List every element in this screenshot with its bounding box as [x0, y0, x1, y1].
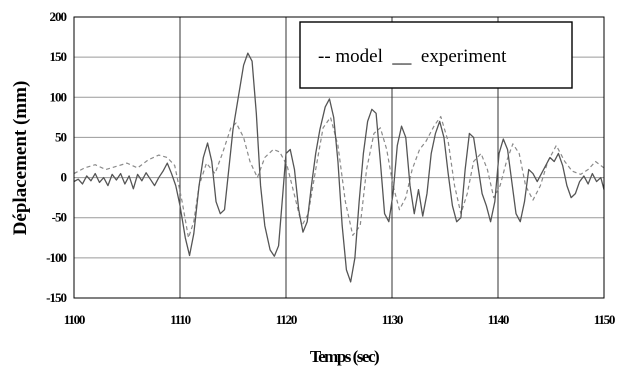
- y-tick-label: -100: [46, 250, 66, 265]
- y-tick-label: 150: [50, 49, 67, 64]
- legend-box: [299, 21, 573, 89]
- y-axis-label: Déplacement (mm): [10, 81, 31, 236]
- x-tick-label: 1100: [64, 312, 85, 327]
- y-tick-label: 0: [61, 170, 67, 185]
- x-tick-label: 1130: [382, 312, 403, 327]
- x-tick-labels: 1100 1110 1120 1130 1140 1150: [64, 312, 616, 327]
- x-tick-label: 1140: [488, 312, 509, 327]
- x-tick-label: 1110: [170, 312, 190, 327]
- y-tick-label: 100: [50, 89, 67, 104]
- y-tick-label: -150: [46, 290, 66, 305]
- plot-frame: [73, 16, 605, 299]
- legend: -- model __ experiment: [299, 21, 573, 89]
- y-tick-label: -50: [52, 210, 67, 225]
- x-tick-label: 1120: [276, 312, 297, 327]
- legend-text: -- model __ experiment: [318, 46, 507, 67]
- y-tick-label: 50: [55, 129, 67, 144]
- series-layer: [73, 52, 605, 283]
- series-line-experiment: [73, 52, 605, 283]
- y-tick-label: 200: [50, 9, 67, 24]
- x-axis-label: Temps (sec): [310, 347, 379, 366]
- y-tick-labels: 200 150 100 50 0 -50 -100 -150: [46, 9, 67, 305]
- x-tick-label: 1150: [594, 312, 615, 327]
